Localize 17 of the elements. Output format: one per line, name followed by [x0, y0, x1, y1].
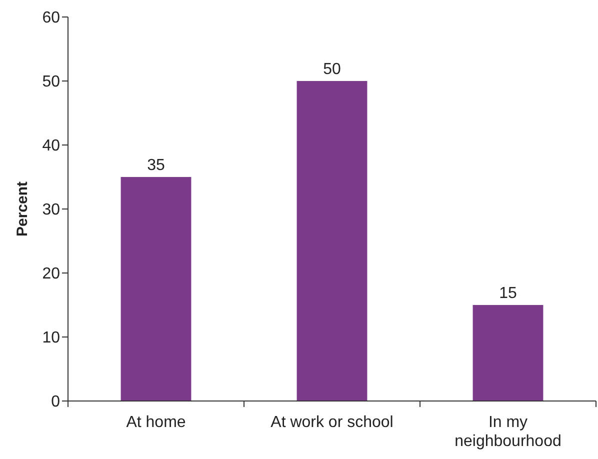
bar	[472, 305, 544, 401]
y-tick-label: 20	[42, 266, 60, 283]
x-tick-label: At work or school	[270, 414, 394, 431]
x-tick-label: In my neighbourhood	[454, 414, 562, 450]
data-label: 35	[147, 157, 165, 174]
y-tick-label: 0	[51, 394, 60, 411]
y-axis-title: Percent	[14, 181, 31, 237]
data-label: 50	[323, 61, 341, 78]
y-tick-label: 60	[42, 10, 60, 27]
bar	[296, 81, 368, 401]
y-tick-label: 40	[42, 138, 60, 155]
y-tick-label: 50	[42, 74, 60, 91]
y-tick-label: 10	[42, 330, 60, 347]
data-label: 15	[499, 285, 517, 302]
bar	[120, 177, 192, 401]
y-tick-label: 30	[42, 202, 60, 219]
x-tick-label: At home	[126, 414, 186, 431]
